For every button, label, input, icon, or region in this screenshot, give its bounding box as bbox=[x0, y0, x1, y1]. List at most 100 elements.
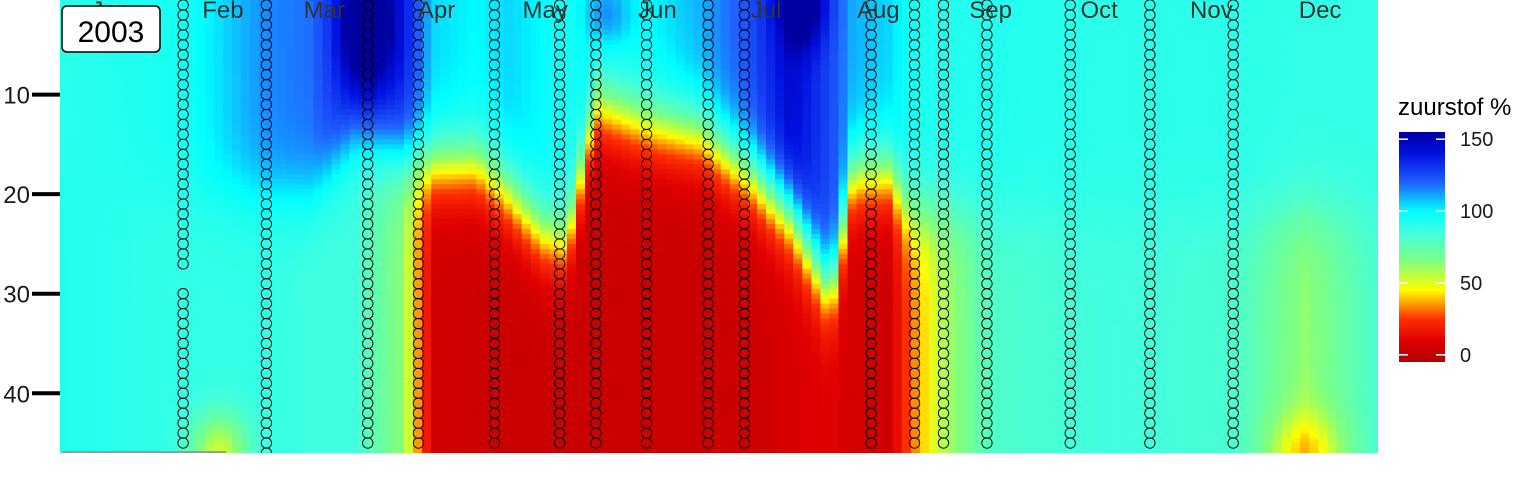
heatmap-cell bbox=[403, 398, 414, 404]
heatmap-cell bbox=[503, 243, 514, 250]
heatmap-cell bbox=[168, 94, 179, 101]
heatmap-cell bbox=[168, 119, 179, 126]
heatmap-cell bbox=[422, 99, 432, 106]
heatmap-cell bbox=[159, 214, 170, 220]
heatmap-cell bbox=[476, 149, 487, 155]
heatmap-cell bbox=[69, 328, 79, 335]
heatmap-cell bbox=[204, 398, 215, 404]
heatmap-cell bbox=[467, 94, 477, 101]
heatmap-cell bbox=[69, 268, 79, 275]
heatmap-cell bbox=[286, 169, 296, 175]
heatmap-cell bbox=[548, 224, 559, 230]
heatmap-cell bbox=[123, 298, 134, 305]
heatmap-cell bbox=[512, 9, 523, 16]
heatmap-cell bbox=[313, 393, 324, 399]
heatmap-cell bbox=[358, 69, 369, 76]
heatmap-cell bbox=[96, 144, 106, 150]
heatmap-cell bbox=[313, 328, 324, 335]
heatmap-cell bbox=[449, 238, 459, 245]
heatmap-cell bbox=[286, 228, 296, 235]
heatmap-cell bbox=[548, 403, 559, 409]
heatmap-cell bbox=[313, 14, 324, 21]
heatmap-cell bbox=[331, 224, 342, 230]
heatmap-cell bbox=[78, 69, 88, 76]
heatmap-cell bbox=[277, 24, 287, 31]
heatmap-cell bbox=[340, 99, 351, 106]
heatmap-cell bbox=[331, 448, 342, 453]
heatmap-cell bbox=[394, 288, 405, 295]
heatmap-cell bbox=[467, 164, 477, 170]
heatmap-cell bbox=[322, 388, 333, 394]
heatmap-cell bbox=[539, 149, 550, 155]
heatmap-cell bbox=[467, 293, 477, 300]
heatmap-cell bbox=[539, 4, 550, 11]
heatmap-cell bbox=[331, 413, 342, 419]
heatmap-cell bbox=[195, 403, 206, 409]
heatmap-cell bbox=[268, 144, 278, 150]
heatmap-cell bbox=[440, 423, 450, 429]
heatmap-cell bbox=[277, 263, 287, 270]
heatmap-cell bbox=[322, 129, 333, 136]
heatmap-cell bbox=[286, 333, 296, 340]
heatmap-cell bbox=[195, 443, 206, 449]
heatmap-cell bbox=[376, 49, 387, 56]
heatmap-cell bbox=[105, 224, 115, 230]
heatmap-cell bbox=[295, 19, 306, 26]
heatmap-cell bbox=[78, 448, 88, 453]
heatmap-cell bbox=[268, 89, 278, 96]
heatmap-cell bbox=[268, 74, 278, 81]
heatmap-cell bbox=[168, 164, 179, 170]
heatmap-cell bbox=[313, 313, 324, 320]
heatmap-cell bbox=[403, 24, 414, 31]
heatmap-cell bbox=[385, 129, 396, 136]
heatmap-cell bbox=[340, 29, 351, 36]
heatmap-cell bbox=[78, 333, 88, 340]
heatmap-cell bbox=[96, 263, 106, 270]
heatmap-cell bbox=[449, 119, 459, 126]
heatmap-cell bbox=[440, 84, 450, 91]
heatmap-cell bbox=[349, 49, 360, 56]
heatmap-cell bbox=[60, 368, 70, 374]
heatmap-cell bbox=[403, 159, 414, 165]
heatmap-cell bbox=[440, 209, 450, 215]
heatmap-cell bbox=[467, 144, 477, 150]
heatmap-cell bbox=[385, 318, 396, 325]
heatmap-cell bbox=[268, 263, 278, 270]
heatmap-cell bbox=[322, 408, 333, 414]
heatmap-cell bbox=[403, 333, 414, 340]
heatmap-cell bbox=[295, 194, 306, 200]
heatmap-cell bbox=[349, 448, 360, 453]
heatmap-cell bbox=[476, 238, 487, 245]
heatmap-cell bbox=[295, 64, 306, 71]
heatmap-cell bbox=[539, 268, 550, 275]
heatmap-cell bbox=[250, 114, 260, 121]
heatmap-cell bbox=[295, 79, 306, 86]
heatmap-cell bbox=[222, 129, 233, 136]
heatmap-cell bbox=[286, 273, 296, 280]
heatmap-cell bbox=[304, 418, 315, 424]
heatmap-cell bbox=[186, 134, 197, 140]
heatmap-cell bbox=[431, 343, 441, 350]
heatmap-cell bbox=[69, 119, 79, 126]
heatmap-cell bbox=[268, 114, 278, 121]
heatmap-cell bbox=[105, 69, 115, 76]
heatmap-cell bbox=[521, 94, 532, 101]
heatmap-cell bbox=[530, 408, 541, 414]
heatmap-cell bbox=[123, 228, 134, 235]
heatmap-cell bbox=[413, 348, 423, 355]
heatmap-cell bbox=[340, 238, 351, 245]
heatmap-cell bbox=[141, 388, 152, 394]
heatmap-cell bbox=[241, 34, 251, 41]
heatmap-cell bbox=[440, 358, 450, 364]
heatmap-cell bbox=[458, 24, 468, 31]
heatmap-cell bbox=[449, 154, 459, 160]
heatmap-cell bbox=[304, 308, 315, 315]
heatmap-cell bbox=[204, 403, 215, 409]
heatmap-cell bbox=[204, 308, 215, 315]
heatmap-cell bbox=[259, 174, 269, 180]
heatmap-cell bbox=[150, 189, 161, 195]
heatmap-cell bbox=[503, 398, 514, 404]
heatmap-cell bbox=[476, 388, 487, 394]
heatmap-cell bbox=[512, 358, 523, 364]
heatmap-cell bbox=[114, 358, 124, 364]
